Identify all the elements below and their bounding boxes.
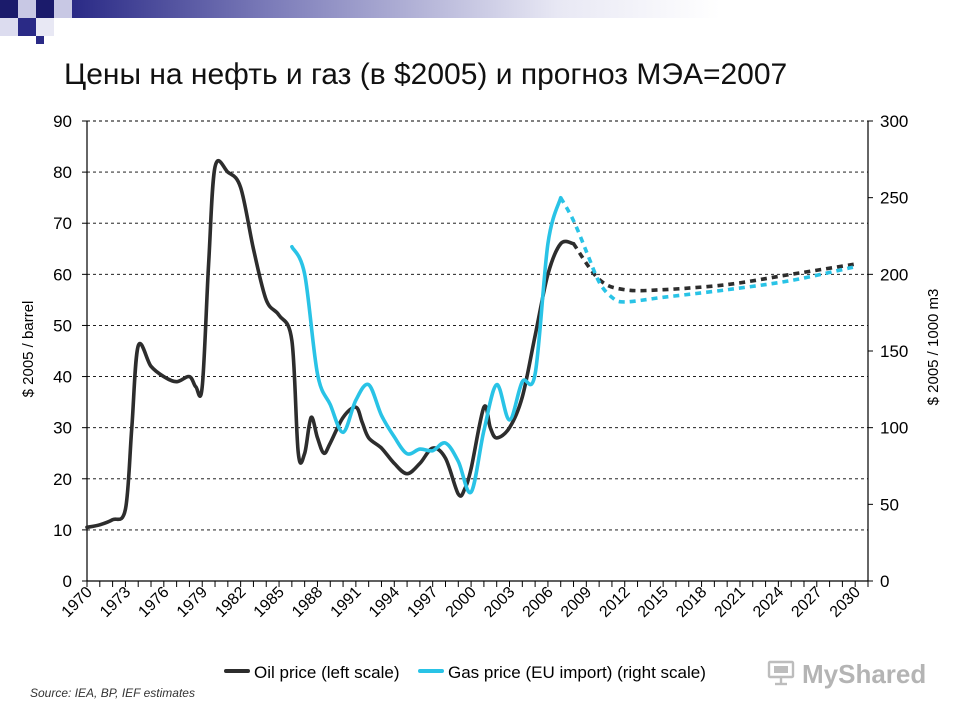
presentation-icon xyxy=(766,657,796,692)
x-tick-label: 2006 xyxy=(520,584,557,621)
y-tick-label-right: 300 xyxy=(880,112,908,131)
y-tick-label-left: 50 xyxy=(53,316,72,335)
corner-block-navy-3 xyxy=(18,18,36,36)
y-tick-label-left: 40 xyxy=(53,368,72,387)
y-axis-title-left: $ 2005 / barrel xyxy=(20,301,37,398)
corner-gradient-bar xyxy=(72,0,720,18)
x-tick-label: 2024 xyxy=(750,584,787,621)
corner-block-light-2 xyxy=(54,0,72,18)
y-tick-label-right: 50 xyxy=(880,495,899,514)
y-tick-label-right: 100 xyxy=(880,419,908,438)
x-tick-label: 1988 xyxy=(289,584,326,621)
gas-price-line xyxy=(290,195,563,495)
y-axis-title-right: $ 2005 / 1000 m3 xyxy=(925,289,942,406)
corner-block-navy-2 xyxy=(36,0,54,18)
series-group xyxy=(85,159,856,530)
legend-label: Gas price (EU import) (right scale) xyxy=(448,663,706,682)
x-tick-label: 1985 xyxy=(251,584,288,621)
corner-block-light-1 xyxy=(18,0,36,18)
y-tick-label-left: 80 xyxy=(53,163,72,182)
y-tick-label-left: 70 xyxy=(53,214,72,233)
chart-title: Цены на нефть и газ (в $2005) и прогноз … xyxy=(64,58,788,91)
axes-group xyxy=(82,120,873,587)
y-tick-label-left: 20 xyxy=(53,470,72,489)
corner-block-light-4 xyxy=(36,18,54,36)
y-tick-label-right: 0 xyxy=(880,572,889,591)
y-tick-label-right: 200 xyxy=(880,265,908,284)
y-tick-label-right: 150 xyxy=(880,342,908,361)
corner-block-navy-4 xyxy=(36,36,44,44)
x-tick-label: 2030 xyxy=(827,584,864,621)
watermark-text: MyShared xyxy=(802,658,927,689)
y-tick-label-left: 10 xyxy=(53,521,72,540)
source-note: Source: IEA, BP, IEF estimates xyxy=(30,686,195,700)
y-tick-label-right: 250 xyxy=(880,189,908,208)
x-tick-label: 1976 xyxy=(135,584,172,621)
oil-forecast-line xyxy=(572,242,856,293)
x-tick-label: 2003 xyxy=(481,584,518,621)
x-tick-label: 1982 xyxy=(212,584,249,621)
x-tick-label: 2000 xyxy=(443,584,480,621)
x-tick-label: 1979 xyxy=(174,584,211,621)
x-tick-label: 2027 xyxy=(788,584,825,621)
corner-decoration xyxy=(0,0,720,44)
x-tick-label: 2021 xyxy=(712,584,749,621)
legend-group: Oil price (left scale) Gas price (EU impo… xyxy=(224,663,706,682)
x-tick-label: 1997 xyxy=(404,584,441,621)
x-tick-label: 2009 xyxy=(558,584,595,621)
x-tick-label: 2012 xyxy=(596,584,633,621)
x-tick-label: 1994 xyxy=(366,584,403,621)
gas-forecast-line xyxy=(559,196,856,304)
y-tick-label-left: 60 xyxy=(53,265,72,284)
x-tick-label: 2018 xyxy=(673,584,710,621)
labels-group: 0102030405060708090050100150200250300197… xyxy=(20,112,942,621)
y-tick-label-left: 30 xyxy=(53,419,72,438)
y-tick-label-left: 90 xyxy=(53,112,72,131)
oil-price-line xyxy=(85,159,576,530)
corner-block-light-3 xyxy=(0,18,18,36)
y-tick-label-left: 0 xyxy=(63,572,72,591)
corner-block-navy-1 xyxy=(0,0,18,18)
watermark: MyShared xyxy=(766,654,926,694)
x-tick-label: 1991 xyxy=(328,584,365,621)
x-tick-label: 1973 xyxy=(97,584,134,621)
legend-label: Oil price (left scale) xyxy=(254,663,399,682)
x-tick-label: 2015 xyxy=(635,584,672,621)
